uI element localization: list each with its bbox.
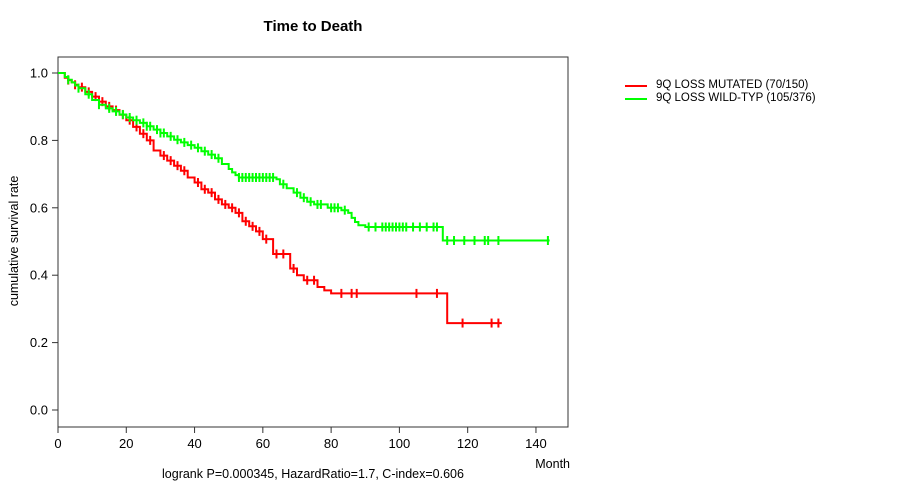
- y-tick-label: 0.2: [30, 335, 48, 350]
- legend-label-wildtype: 9Q LOSS WILD-TYP (105/376): [656, 92, 816, 104]
- x-tick-label: 0: [54, 436, 61, 451]
- y-tick-label: 1.0: [30, 66, 48, 81]
- x-tick-label: 120: [457, 436, 479, 451]
- y-tick-label: 0.6: [30, 200, 48, 215]
- censor-marks-wildtype: [67, 75, 549, 245]
- survival-curve-mutated: [58, 72, 502, 325]
- legend: 9Q LOSS MUTATED (70/150) 9Q LOSS WILD-TY…: [625, 79, 816, 105]
- x-tick-label: 80: [324, 436, 338, 451]
- y-axis-title: cumulative survival rate: [7, 175, 21, 307]
- legend-label-mutated: 9Q LOSS MUTATED (70/150): [656, 79, 809, 91]
- y-axis: 0.0 0.2 0.4 0.6 0.8 1.0: [30, 66, 58, 418]
- x-tick-label: 40: [187, 436, 201, 451]
- series-mutated: [58, 72, 502, 328]
- y-tick-label: 0.0: [30, 403, 48, 418]
- legend-row-mutated: 9Q LOSS MUTATED (70/150): [625, 79, 816, 92]
- chart-title: Time to Death: [263, 18, 363, 35]
- censor-marks-mutated: [67, 75, 500, 328]
- x-tick-label: 100: [389, 436, 411, 451]
- x-axis-title: Month: [535, 457, 570, 471]
- legend-line-red-icon: [625, 84, 647, 87]
- x-tick-label: 140: [525, 436, 547, 451]
- legend-row-wildtype: 9Q LOSS WILD-TYP (105/376): [625, 92, 816, 105]
- y-tick-label: 0.8: [30, 133, 48, 148]
- x-tick-label: 60: [256, 436, 270, 451]
- stats-footnote: logrank P=0.000345, HazardRatio=1.7, C-i…: [162, 467, 464, 481]
- x-axis: 0 20 40 60 80 100 120 140: [54, 427, 547, 451]
- plot-box: [57, 56, 569, 428]
- x-tick-label: 20: [119, 436, 133, 451]
- y-tick-label: 0.4: [30, 268, 48, 283]
- legend-line-green-icon: [625, 97, 647, 100]
- survival-curve-wildtype: [58, 72, 550, 242]
- series-wildtype: [58, 72, 550, 245]
